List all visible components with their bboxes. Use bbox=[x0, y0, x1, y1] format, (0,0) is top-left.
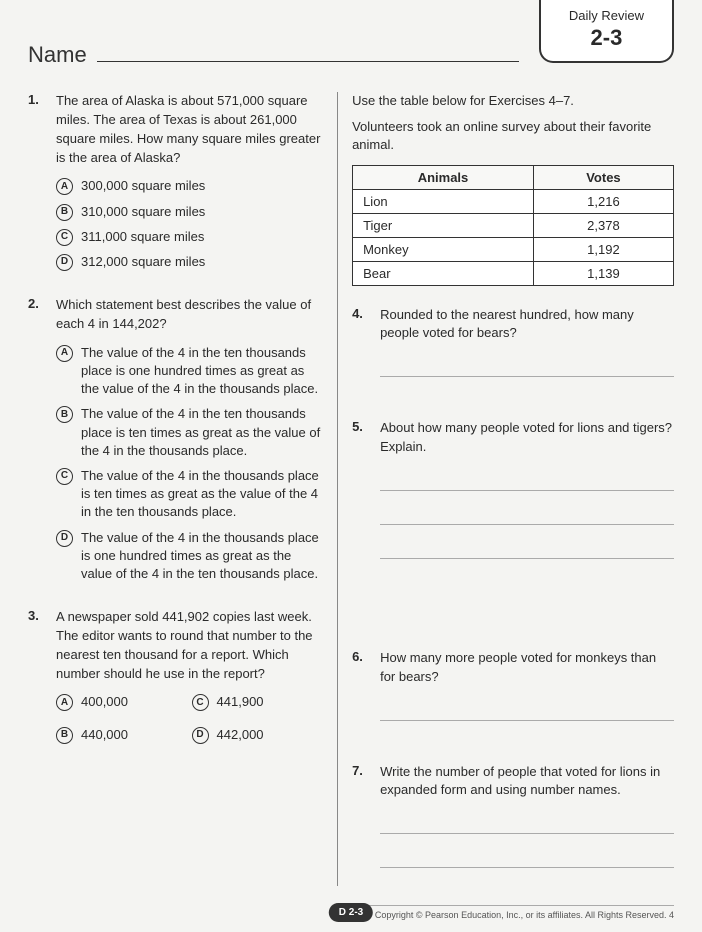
worksheet-body: 1. The area of Alaska is about 571,000 s… bbox=[28, 92, 674, 886]
question-number: 7. bbox=[352, 763, 370, 869]
answer-line[interactable] bbox=[380, 818, 674, 834]
question-1: 1. The area of Alaska is about 571,000 s… bbox=[28, 92, 323, 278]
answer-line[interactable] bbox=[380, 475, 674, 491]
choice-b[interactable]: B310,000 square miles bbox=[56, 203, 323, 221]
choice-c[interactable]: C311,000 square miles bbox=[56, 228, 323, 246]
question-number: 4. bbox=[352, 306, 370, 378]
intro-line-1: Use the table below for Exercises 4–7. bbox=[352, 92, 674, 110]
lesson-badge: Daily Review 2-3 bbox=[539, 0, 674, 63]
name-input-line[interactable] bbox=[97, 44, 519, 62]
question-text: Rounded to the nearest hundred, how many… bbox=[380, 306, 674, 344]
question-text: Which statement best describes the value… bbox=[56, 296, 323, 334]
question-3: 3. A newspaper sold 441,902 copies last … bbox=[28, 608, 323, 751]
intro-line-2: Volunteers took an online survey about t… bbox=[352, 119, 651, 152]
exercises-intro: Use the table below for Exercises 4–7. V… bbox=[352, 92, 674, 155]
choice-b[interactable]: BThe value of the 4 in the ten thousands… bbox=[56, 405, 323, 460]
choice-d[interactable]: D442,000 bbox=[192, 726, 324, 744]
choices: A300,000 square miles B310,000 square mi… bbox=[56, 177, 323, 271]
copyright-text: Copyright © Pearson Education, Inc., or … bbox=[364, 905, 674, 920]
choice-d[interactable]: DThe value of the 4 in the thousands pla… bbox=[56, 529, 323, 584]
question-text: Write the number of people that voted fo… bbox=[380, 763, 674, 801]
choice-c[interactable]: CThe value of the 4 in the thousands pla… bbox=[56, 467, 323, 522]
animals-table: Animals Votes Lion1,216 Tiger2,378 Monke… bbox=[352, 165, 674, 286]
question-number: 6. bbox=[352, 649, 370, 721]
question-5: 5. About how many people voted for lions… bbox=[352, 419, 674, 559]
table-row: Monkey1,192 bbox=[353, 237, 674, 261]
footer-badge: D 2-3 bbox=[329, 903, 373, 922]
choice-a[interactable]: A400,000 bbox=[56, 693, 188, 711]
answer-line[interactable] bbox=[380, 361, 674, 377]
worksheet-header: Name Daily Review 2-3 bbox=[28, 28, 674, 68]
question-text: The area of Alaska is about 571,000 squa… bbox=[56, 92, 323, 167]
question-text: A newspaper sold 441,902 copies last wee… bbox=[56, 608, 323, 683]
question-7: 7. Write the number of people that voted… bbox=[352, 763, 674, 869]
table-row: Tiger2,378 bbox=[353, 213, 674, 237]
table-row: Lion1,216 bbox=[353, 189, 674, 213]
choice-a[interactable]: AThe value of the 4 in the ten thousands… bbox=[56, 344, 323, 399]
table-header-votes: Votes bbox=[533, 165, 673, 189]
name-label: Name bbox=[28, 42, 87, 68]
page-footer: D 2-3 Copyright © Pearson Education, Inc… bbox=[28, 905, 674, 920]
question-number: 1. bbox=[28, 92, 46, 278]
choice-a[interactable]: A300,000 square miles bbox=[56, 177, 323, 195]
question-number: 5. bbox=[352, 419, 370, 559]
right-column: Use the table below for Exercises 4–7. V… bbox=[338, 92, 674, 886]
answer-line[interactable] bbox=[380, 705, 674, 721]
answer-line[interactable] bbox=[380, 543, 674, 559]
question-6: 6. How many more people voted for monkey… bbox=[352, 649, 674, 721]
answer-line[interactable] bbox=[380, 509, 674, 525]
question-4: 4. Rounded to the nearest hundred, how m… bbox=[352, 306, 674, 378]
question-text: About how many people voted for lions an… bbox=[380, 419, 674, 457]
question-text: How many more people voted for monkeys t… bbox=[380, 649, 674, 687]
name-field: Name bbox=[28, 28, 519, 68]
choices: A400,000 C441,900 B440,000 D442,000 bbox=[56, 693, 323, 750]
question-2: 2. Which statement best describes the va… bbox=[28, 296, 323, 590]
badge-title: Daily Review bbox=[569, 8, 644, 23]
table-header-animals: Animals bbox=[353, 165, 534, 189]
choices: AThe value of the 4 in the ten thousands… bbox=[56, 344, 323, 583]
table-row: Bear1,139 bbox=[353, 261, 674, 285]
left-column: 1. The area of Alaska is about 571,000 s… bbox=[28, 92, 338, 886]
choice-d[interactable]: D312,000 square miles bbox=[56, 253, 323, 271]
choice-c[interactable]: C441,900 bbox=[192, 693, 324, 711]
badge-number: 2-3 bbox=[569, 25, 644, 51]
choice-b[interactable]: B440,000 bbox=[56, 726, 188, 744]
question-number: 3. bbox=[28, 608, 46, 751]
question-number: 2. bbox=[28, 296, 46, 590]
answer-line[interactable] bbox=[380, 852, 674, 868]
